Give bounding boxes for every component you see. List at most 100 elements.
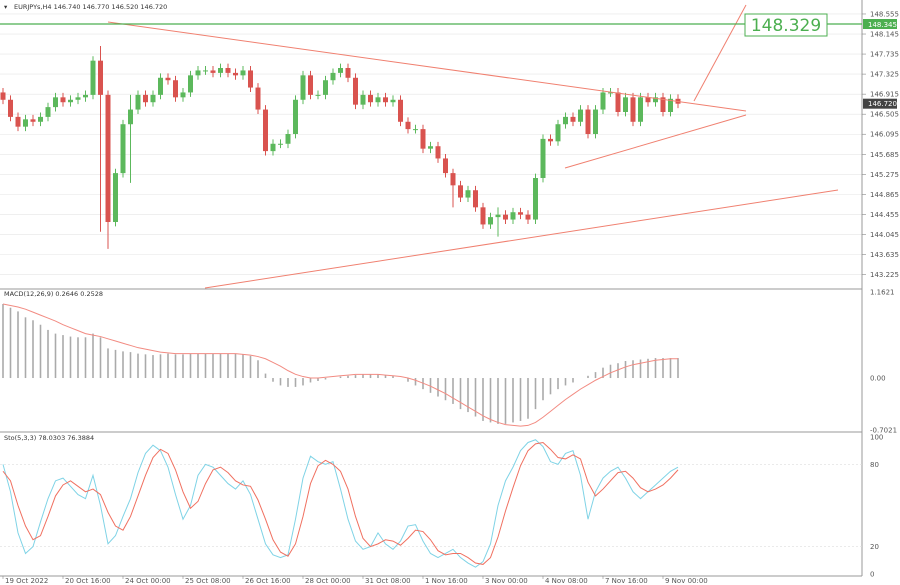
candle-body: [420, 129, 426, 149]
time-tick-label: 28 Oct 00:00: [305, 577, 351, 585]
macd-tick-label: -0.7021: [870, 427, 897, 435]
candle-body: [293, 99, 298, 134]
candle-body: [23, 119, 28, 127]
candle-body: [173, 80, 178, 98]
dropdown-triangle-icon[interactable]: ▾: [4, 3, 8, 11]
time-tick-label: 31 Oct 08:00: [365, 577, 411, 585]
candle-body: [435, 146, 441, 159]
candle-body: [128, 109, 133, 125]
macd-panel: 1.1621 0.00 -0.7021: [2, 289, 897, 435]
price-tick-label: 143.635: [870, 251, 899, 259]
candle-body: [630, 97, 636, 122]
price-tick-label: 145.685: [870, 151, 899, 159]
candle-body: [428, 146, 433, 149]
price-tick-label: 146.915: [870, 91, 899, 99]
candle-body: [300, 75, 306, 100]
time-tick-label: 20 Oct 16:00: [65, 577, 111, 585]
candle-body: [210, 70, 216, 73]
candle-body: [68, 99, 73, 103]
stoch-tick-label: 0: [870, 571, 874, 579]
candle-body: [315, 94, 321, 96]
price-tick-label: 144.045: [870, 231, 899, 239]
candle-body: [180, 92, 186, 98]
candle-body: [255, 87, 261, 110]
level-price-label: 148.345: [868, 21, 897, 29]
candle-body: [225, 68, 231, 73]
candle-body: [308, 75, 313, 95]
candle-body: [525, 214, 531, 220]
macd-signal-line: [2, 303, 678, 427]
candlesticks: [0, 46, 681, 249]
candle-body: [203, 70, 208, 72]
triangle-support-trendline: [564, 114, 747, 169]
time-tick-label: 26 Oct 16:00: [245, 577, 291, 585]
candle-body: [150, 94, 156, 103]
candle-body: [623, 97, 628, 112]
stochastic-header: Sto(5,3,3) 78.0303 76.3884: [4, 434, 94, 442]
candle-body: [53, 97, 58, 108]
candle-body: [480, 207, 486, 225]
current-price-tag: 146.720: [863, 98, 897, 109]
callout-box: 148.329: [744, 13, 828, 37]
candle-body: [645, 97, 651, 103]
candle-body: [638, 97, 643, 122]
panel-borders: [0, 0, 863, 577]
candle-body: [188, 75, 193, 93]
candle-body: [443, 158, 448, 174]
price-axis: 148.555 148.145 147.735 147.325 146.915 146.5…: [862, 10, 899, 279]
price-tick-label: 144.865: [870, 191, 899, 199]
candle-body: [75, 97, 81, 100]
price-tick-label: 148.555: [870, 10, 899, 18]
candle-body: [578, 109, 583, 122]
candle-body: [585, 109, 591, 134]
candle-body: [323, 80, 328, 95]
candle-body: [390, 99, 396, 103]
level-price-tag: 148.345: [863, 19, 897, 29]
price-tick-label: 144.455: [870, 211, 899, 219]
price-tick-label: 147.735: [870, 51, 899, 59]
candle-body: [248, 70, 253, 88]
candle-body: [608, 92, 613, 94]
price-tick-label: 146.095: [870, 131, 899, 139]
time-tick-label: 4 Nov 08:00: [545, 577, 588, 585]
candle-body: [473, 190, 478, 208]
grid-lines: [0, 13, 862, 275]
candle-body: [540, 138, 546, 178]
candle-body: [563, 116, 568, 125]
callout-value: 148.329: [751, 16, 821, 36]
candle-body: [98, 60, 103, 95]
price-tick-label: 145.275: [870, 171, 899, 179]
price-tick-label: 146.505: [870, 111, 899, 119]
projection-line: [693, 4, 747, 102]
candle-body: [90, 60, 96, 95]
candle-body: [158, 77, 163, 95]
candle-body: [83, 94, 88, 98]
candle-body: [30, 119, 36, 122]
candle-body: [495, 214, 501, 218]
candle-body: [105, 94, 111, 222]
time-tick-label: 25 Oct 08:00: [185, 577, 231, 585]
macd-header: MACD(12,26,9) 0.2646 0.2528: [4, 290, 103, 298]
candle-body: [488, 217, 493, 225]
candle-body: [338, 68, 343, 73]
candle-body: [345, 68, 351, 78]
current-price-label: 146.720: [868, 100, 897, 108]
time-tick-label: 9 Nov 00:00: [665, 577, 708, 585]
candle-body: [263, 109, 268, 152]
price-tick-label: 143.225: [870, 271, 899, 279]
candle-body: [518, 212, 523, 215]
time-tick-label: 7 Nov 16:00: [605, 577, 648, 585]
candle-body: [60, 97, 66, 103]
candle-body: [600, 92, 606, 110]
candle-body: [233, 72, 238, 76]
candle-body: [45, 107, 51, 117]
time-axis: 19 Oct 2022 20 Oct 16:00 24 Oct 00:00 25 Oc…: [2, 576, 708, 585]
candle-body: [510, 212, 516, 220]
candle-body: [143, 94, 148, 103]
candle-body: [660, 97, 666, 112]
candle-body: [548, 138, 553, 142]
candle-body: [383, 97, 388, 103]
candle-body: [360, 94, 366, 105]
candle-body: [240, 70, 246, 76]
